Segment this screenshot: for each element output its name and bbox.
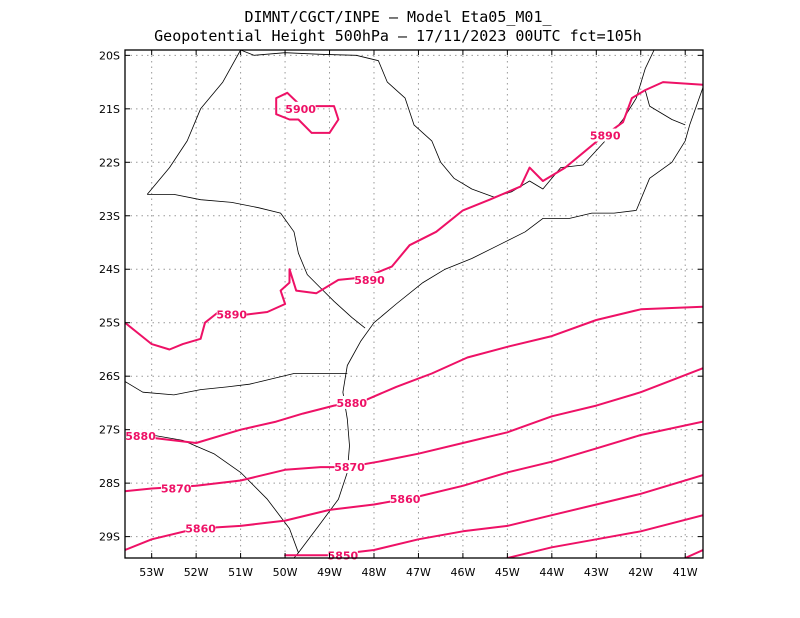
contour-label-5890-2: 5890 bbox=[354, 274, 385, 287]
contour-label-5860-9: 5860 bbox=[390, 493, 421, 506]
contour-label-bg bbox=[285, 101, 316, 115]
contour-label-bg bbox=[161, 481, 192, 495]
contour-label-5900-0: 5900 bbox=[285, 103, 316, 116]
contour-line-5830-7 bbox=[684, 549, 703, 558]
x-axis-ticks: 53W 52W 51W 50W 49W 48W 47W 46W 45W 44W 43W 42W 41W bbox=[139, 50, 698, 579]
x-tick-label-6: 47W bbox=[406, 566, 431, 579]
contour-label-bg bbox=[590, 128, 621, 142]
contour-label-5850-10: 5850 bbox=[328, 549, 359, 562]
y-axis-ticks: 20S 21S 22S 23S 24S 25S 26S 27S 28S 29S bbox=[99, 49, 703, 544]
y-tick-label-1: 21S bbox=[99, 103, 120, 116]
y-tick-label-9: 29S bbox=[99, 531, 120, 544]
state-border-SP-PR bbox=[147, 194, 366, 329]
state-border-SC-RS bbox=[125, 434, 299, 553]
y-tick-label-0: 20S bbox=[99, 49, 120, 62]
x-tick-label-5: 48W bbox=[362, 566, 387, 579]
contour-label-bg bbox=[354, 272, 385, 286]
contour-label-5870-7: 5870 bbox=[334, 461, 365, 474]
contour-label-bg bbox=[216, 307, 247, 321]
contour-line-5880-2 bbox=[125, 305, 703, 444]
geopotential-contours bbox=[125, 81, 703, 558]
contour-label-bg bbox=[185, 521, 216, 535]
contour-label-bg bbox=[390, 492, 421, 506]
x-tick-label-11: 42W bbox=[628, 566, 653, 579]
x-tick-label-2: 51W bbox=[228, 566, 253, 579]
y-tick-label-2: 22S bbox=[99, 156, 120, 169]
state-border-MS-SP bbox=[146, 50, 241, 195]
x-tick-label-4: 49W bbox=[317, 566, 342, 579]
x-tick-label-0: 53W bbox=[139, 566, 164, 579]
contour-label-5890-1: 5890 bbox=[216, 309, 247, 322]
contour-line-5890-1 bbox=[125, 81, 703, 351]
contour-label-bg bbox=[125, 429, 156, 443]
contour-label-5890-3: 5890 bbox=[590, 130, 621, 143]
x-tick-label-3: 50W bbox=[273, 566, 298, 579]
contour-labels: 5900 5890 5890 5890 5880 5880 5870 5870 5860 5860… bbox=[125, 101, 621, 562]
state-border-PR-SC bbox=[125, 373, 348, 396]
y-tick-label-5: 25S bbox=[99, 317, 120, 330]
coastline bbox=[293, 87, 703, 558]
map-title-line1: DIMNT/CGCT/INPE — Model Eta05_M01_ bbox=[244, 8, 552, 26]
map-title-line2: Geopotential Height 500hPa — 17/11/2023 … bbox=[154, 27, 642, 45]
x-tick-label-1: 52W bbox=[184, 566, 209, 579]
contour-label-5880-5: 5880 bbox=[336, 397, 367, 410]
contour-line-5850-5 bbox=[284, 474, 703, 557]
y-tick-label-3: 23S bbox=[99, 210, 120, 223]
contour-label-5880-4: 5880 bbox=[125, 430, 156, 443]
contour-label-5860-8: 5860 bbox=[185, 523, 216, 536]
x-tick-label-10: 43W bbox=[584, 566, 609, 579]
contour-line-5900-0 bbox=[275, 91, 340, 134]
contour-label-bg bbox=[334, 460, 365, 474]
y-tick-label-4: 24S bbox=[99, 263, 120, 276]
plot-frame bbox=[124, 49, 704, 559]
state-border-ES-RJ bbox=[644, 89, 686, 126]
y-tick-label-6: 26S bbox=[99, 370, 120, 383]
contour-line-5870-3 bbox=[125, 367, 703, 493]
x-tick-label-8: 45W bbox=[495, 566, 520, 579]
y-tick-label-8: 28S bbox=[99, 477, 120, 490]
x-tick-label-12: 41W bbox=[673, 566, 698, 579]
contour-label-5870-6: 5870 bbox=[161, 482, 192, 495]
x-tick-label-9: 44W bbox=[539, 566, 564, 579]
x-tick-label-7: 46W bbox=[450, 566, 475, 579]
contour-label-bg bbox=[336, 395, 367, 409]
contour-line-5840-6 bbox=[506, 514, 703, 558]
y-tick-label-7: 27S bbox=[99, 424, 120, 437]
